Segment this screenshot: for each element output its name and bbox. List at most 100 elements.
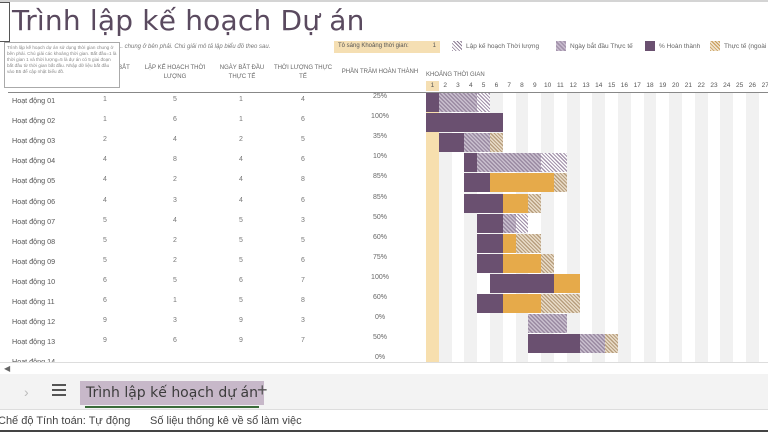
- add-sheet-button[interactable]: +: [257, 380, 268, 400]
- actual-start-cell[interactable]: 1: [239, 96, 243, 103]
- actual-start-cell[interactable]: 4: [239, 176, 243, 184]
- activity-name[interactable]: Hoạt động 05: [12, 176, 56, 186]
- actual-duration-cell[interactable]: 7: [301, 276, 305, 284]
- activity-name[interactable]: Hoạt động 04: [12, 156, 56, 166]
- plan-duration-cell[interactable]: 3: [173, 196, 177, 204]
- percent-complete-cell[interactable]: 0%: [374, 354, 386, 362]
- plan-start-cell[interactable]: 9: [103, 317, 107, 325]
- actual-start-cell[interactable]: 9: [239, 337, 243, 345]
- plan-duration-cell[interactable]: 8: [173, 156, 177, 164]
- actual-start-cell[interactable]: 5: [239, 256, 243, 264]
- plan-start-cell[interactable]: 1: [103, 116, 107, 124]
- percent-complete-cell[interactable]: 75%: [372, 253, 387, 261]
- activity-name[interactable]: Hoạt động 03: [12, 136, 56, 146]
- plan-start-cell[interactable]: 6: [103, 297, 107, 304]
- table-row[interactable]: Hoạt động 12 9 3 9 3 0%: [0, 314, 768, 334]
- plan-start-cell[interactable]: 5: [103, 256, 107, 264]
- table-row[interactable]: Hoạt động 09 5 2 5 6 75%: [0, 254, 768, 274]
- percent-complete-cell[interactable]: 60%: [372, 294, 387, 301]
- plan-start-cell[interactable]: 2: [103, 136, 107, 144]
- activity-name[interactable]: Hoạt động 09: [12, 256, 56, 266]
- percent-complete-cell[interactable]: 10%: [372, 153, 387, 161]
- plan-duration-cell[interactable]: 3: [173, 317, 177, 325]
- plan-duration-cell[interactable]: 6: [173, 116, 177, 124]
- activity-name[interactable]: Hoạt động 01: [12, 96, 56, 105]
- activity-name[interactable]: Hoạt động 14: [12, 357, 55, 366]
- percent-complete-cell[interactable]: 100%: [371, 113, 389, 121]
- activity-name[interactable]: Hoạt động 02: [12, 116, 56, 126]
- table-row[interactable]: Hoạt động 11 6 1 5 8 60%: [0, 294, 768, 314]
- table-row[interactable]: Hoạt động 06 4 3 4 6 85%: [0, 194, 768, 214]
- actual-duration-cell[interactable]: 6: [301, 256, 305, 264]
- highlight-period-input[interactable]: Tô sáng Khoảng thời gian: 1: [334, 41, 440, 53]
- highlight-period-value[interactable]: 1: [432, 43, 436, 49]
- activity-name[interactable]: Hoạt động 06: [12, 196, 56, 206]
- actual-start-cell[interactable]: 6: [239, 276, 243, 284]
- actual-start-cell[interactable]: 1: [239, 116, 243, 124]
- plan-start-cell[interactable]: 5: [103, 236, 107, 244]
- table-row[interactable]: Hoạt động 01 1 5 1 4 25%: [0, 93, 768, 113]
- actual-start-cell[interactable]: 4: [239, 156, 243, 164]
- percent-complete-cell[interactable]: 85%: [372, 193, 387, 201]
- scroll-left-arrow-icon[interactable]: ◀: [4, 364, 11, 373]
- percent-complete-cell[interactable]: 50%: [372, 334, 387, 342]
- actual-duration-cell[interactable]: 6: [301, 116, 305, 124]
- percent-complete-cell[interactable]: 60%: [372, 233, 387, 241]
- actual-duration-cell[interactable]: 5: [301, 236, 305, 244]
- percent-complete-cell[interactable]: 0%: [374, 314, 386, 322]
- percent-complete-cell[interactable]: 35%: [372, 133, 387, 141]
- worksheet[interactable]: Trình lập kế hoạch Dự án ... chung ở bên…: [0, 0, 768, 372]
- actual-duration-cell[interactable]: 4: [301, 96, 305, 103]
- table-row[interactable]: Hoạt động 10 6 5 6 7 100%: [0, 274, 768, 294]
- plan-duration-cell[interactable]: 2: [173, 256, 177, 264]
- workbook-statistics-link[interactable]: Số liệu thống kê về sổ làm việc: [150, 415, 302, 427]
- plan-start-cell[interactable]: 1: [103, 96, 107, 103]
- actual-duration-cell[interactable]: 3: [301, 216, 305, 224]
- table-row[interactable]: Hoạt động 14 0%: [0, 354, 768, 372]
- activity-name[interactable]: Hoạt động 07: [12, 216, 56, 226]
- all-sheets-menu-icon[interactable]: [52, 384, 66, 396]
- actual-duration-cell[interactable]: 6: [301, 196, 305, 204]
- table-row[interactable]: Hoạt động 03 2 4 2 5 35%: [0, 133, 768, 153]
- percent-complete-cell[interactable]: 85%: [372, 173, 387, 181]
- table-row[interactable]: Hoạt động 04 4 8 4 6 10%: [0, 153, 768, 173]
- activity-name[interactable]: Hoạt động 08: [12, 236, 56, 246]
- actual-duration-cell[interactable]: 8: [301, 176, 305, 184]
- percent-complete-cell[interactable]: 50%: [372, 213, 387, 221]
- actual-start-cell[interactable]: 9: [239, 317, 243, 325]
- horizontal-scrollbar[interactable]: ◀: [0, 362, 768, 374]
- next-sheet-chevron-icon[interactable]: ›: [24, 384, 29, 400]
- plan-start-cell[interactable]: 4: [103, 156, 107, 164]
- activity-name[interactable]: Hoạt động 13: [12, 337, 56, 347]
- activity-name[interactable]: Hoạt động 10: [12, 276, 56, 286]
- plan-duration-cell[interactable]: 5: [173, 96, 177, 103]
- table-row[interactable]: Hoạt động 02 1 6 1 6 100%: [0, 113, 768, 133]
- plan-duration-cell[interactable]: 6: [173, 337, 177, 345]
- table-row[interactable]: Hoạt động 07 5 4 5 3 50%: [0, 214, 768, 234]
- plan-duration-cell[interactable]: 2: [173, 236, 177, 244]
- actual-duration-cell[interactable]: 8: [301, 297, 305, 304]
- actual-duration-cell[interactable]: 3: [301, 317, 305, 325]
- plan-duration-cell[interactable]: 2: [173, 176, 177, 184]
- table-row[interactable]: Hoạt động 08 5 2 5 5 60%: [0, 234, 768, 254]
- plan-duration-cell[interactable]: 4: [173, 136, 177, 144]
- percent-complete-cell[interactable]: 100%: [371, 273, 389, 281]
- plan-start-cell[interactable]: 6: [103, 276, 107, 284]
- plan-start-cell[interactable]: 4: [103, 196, 107, 204]
- actual-duration-cell[interactable]: 5: [301, 136, 305, 144]
- actual-start-cell[interactable]: 2: [239, 136, 243, 144]
- plan-start-cell[interactable]: 4: [103, 176, 107, 184]
- sheet-tab-active[interactable]: Trình lập kế hoạch dự án: [80, 381, 265, 408]
- actual-start-cell[interactable]: 4: [239, 196, 243, 204]
- plan-start-cell[interactable]: 5: [103, 216, 107, 224]
- actual-start-cell[interactable]: 5: [239, 236, 243, 244]
- plan-duration-cell[interactable]: 1: [173, 297, 177, 304]
- plan-start-cell[interactable]: 9: [103, 337, 107, 345]
- table-row[interactable]: Hoạt động 05 4 2 4 8 85%: [0, 173, 768, 193]
- table-row[interactable]: Hoạt động 13 9 6 9 7 50%: [0, 334, 768, 354]
- activity-name[interactable]: Hoạt động 11: [12, 297, 55, 306]
- plan-duration-cell[interactable]: 5: [173, 276, 177, 284]
- actual-duration-cell[interactable]: 7: [301, 337, 305, 345]
- page-title[interactable]: Trình lập kế hoạch Dự án: [12, 4, 365, 37]
- percent-complete-cell[interactable]: 25%: [372, 93, 387, 100]
